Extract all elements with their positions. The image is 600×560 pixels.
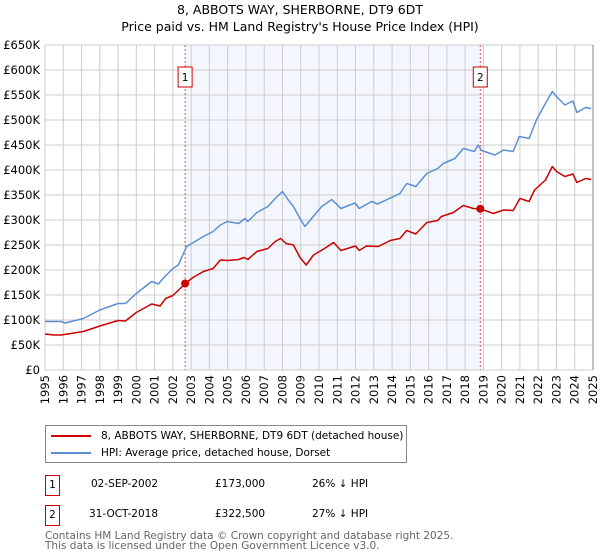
x-tick-label: 2003 <box>184 375 198 404</box>
x-tick-label: 2018 <box>458 375 472 404</box>
x-tick-label: 1999 <box>111 375 125 404</box>
x-tick-label: 2021 <box>513 375 527 404</box>
price-paid-line <box>44 165 592 336</box>
chart-title: 8, ABBOTS WAY, SHERBORNE, DT9 6DT <box>177 2 423 17</box>
sale-date: 02-SEP-2002 <box>91 478 159 490</box>
sale-label: 2 <box>477 72 484 84</box>
y-tick-label: £500K <box>3 113 40 127</box>
x-tick-label: 2004 <box>202 375 216 404</box>
x-tick-label: 2014 <box>385 375 399 404</box>
x-tick-label: 2005 <box>221 375 235 404</box>
y-tick-label: £50K <box>11 338 41 352</box>
y-tick-label: £200K <box>3 263 40 277</box>
footer-licence: This data is licensed under the Open Gov… <box>45 540 380 552</box>
y-tick-label: £300K <box>3 213 40 227</box>
sale-label-box <box>177 66 193 88</box>
y-tick-label: £100K <box>3 313 40 327</box>
sale-price: £173,000 <box>215 478 266 490</box>
x-tick-label: 2000 <box>129 375 143 404</box>
x-tick-label: 2012 <box>349 375 363 404</box>
x-tick-label: 1996 <box>56 375 70 404</box>
sale-row: 2 31-OCT-2018 £322,500 27% ↓ HPI <box>45 505 445 526</box>
chart-subtitle: Price paid vs. HM Land Registry's House … <box>121 19 479 34</box>
x-tick-label: 1995 <box>38 375 52 404</box>
legend-label: 8, ABBOTS WAY, SHERBORNE, DT9 6DT (detac… <box>101 430 404 442</box>
y-tick-label: £150K <box>3 288 40 302</box>
y-tick-label: £650K <box>3 38 40 52</box>
x-tick-label: 2016 <box>422 375 436 404</box>
legend-swatch-blue <box>51 452 91 454</box>
sale-hpi-diff: 26% ↓ HPI <box>312 478 369 490</box>
x-tick-label: 2007 <box>257 375 271 404</box>
sale-hpi-diff: 27% ↓ HPI <box>312 508 369 520</box>
legend-swatch-red <box>51 435 91 437</box>
sale-point <box>181 279 190 288</box>
footer-copyright: Contains HM Land Registry data © Crown c… <box>45 530 454 542</box>
y-tick-label: £400K <box>3 163 40 177</box>
hpi-line <box>45 90 592 324</box>
x-tick-label: 2011 <box>330 375 344 404</box>
x-tick-label: 2024 <box>568 375 582 404</box>
sale-label-box <box>472 66 488 88</box>
y-tick-label: £0 <box>25 363 40 377</box>
legend: 8, ABBOTS WAY, SHERBORNE, DT9 6DT (detac… <box>45 425 407 463</box>
x-tick-label: 2006 <box>239 375 253 404</box>
x-tick-label: 2015 <box>403 375 417 404</box>
y-tick-label: £450K <box>3 138 40 152</box>
x-tick-label: 2009 <box>294 375 308 404</box>
sale-date: 31-OCT-2018 <box>89 508 158 520</box>
x-tick-label: 1998 <box>93 375 107 404</box>
plot-area: £0 £50K £100K £150K £200K £250K £300K £350K £400… <box>3 38 600 404</box>
x-tick-label: 2022 <box>531 375 545 404</box>
x-tick-label: 2023 <box>549 375 563 404</box>
x-tick-label: 2025 <box>586 375 600 404</box>
y-tick-label: £250K <box>3 238 40 252</box>
legend-item-hpi: HPI: Average price, detached house, Dors… <box>46 445 330 461</box>
sale-price: £322,500 <box>215 508 266 520</box>
sale-label: 1 <box>182 72 189 84</box>
legend-item-property: 8, ABBOTS WAY, SHERBORNE, DT9 6DT (detac… <box>46 428 403 444</box>
ownership-shade <box>185 45 481 370</box>
y-tick-label: £550K <box>3 88 40 102</box>
y-tick-label: £350K <box>3 188 40 202</box>
x-tick-label: 2019 <box>476 375 490 404</box>
sale-marker-label: 2 <box>45 505 60 526</box>
x-tick-label: 2017 <box>440 375 454 404</box>
x-tick-label: 2002 <box>166 375 180 404</box>
x-tick-label: 2013 <box>367 375 381 404</box>
x-tick-label: 2001 <box>148 375 162 404</box>
y-tick-label: £600K <box>3 63 40 77</box>
x-tick-label: 2010 <box>312 375 326 404</box>
sale-point <box>476 204 485 213</box>
x-tick-label: 2008 <box>275 375 289 404</box>
legend-label: HPI: Average price, detached house, Dors… <box>101 447 331 459</box>
sale-marker-label: 1 <box>45 475 60 496</box>
x-tick-label: 2020 <box>495 375 509 404</box>
sale-row: 1 02-SEP-2002 £173,000 26% ↓ HPI <box>45 475 445 496</box>
x-tick-label: 1997 <box>75 375 89 404</box>
